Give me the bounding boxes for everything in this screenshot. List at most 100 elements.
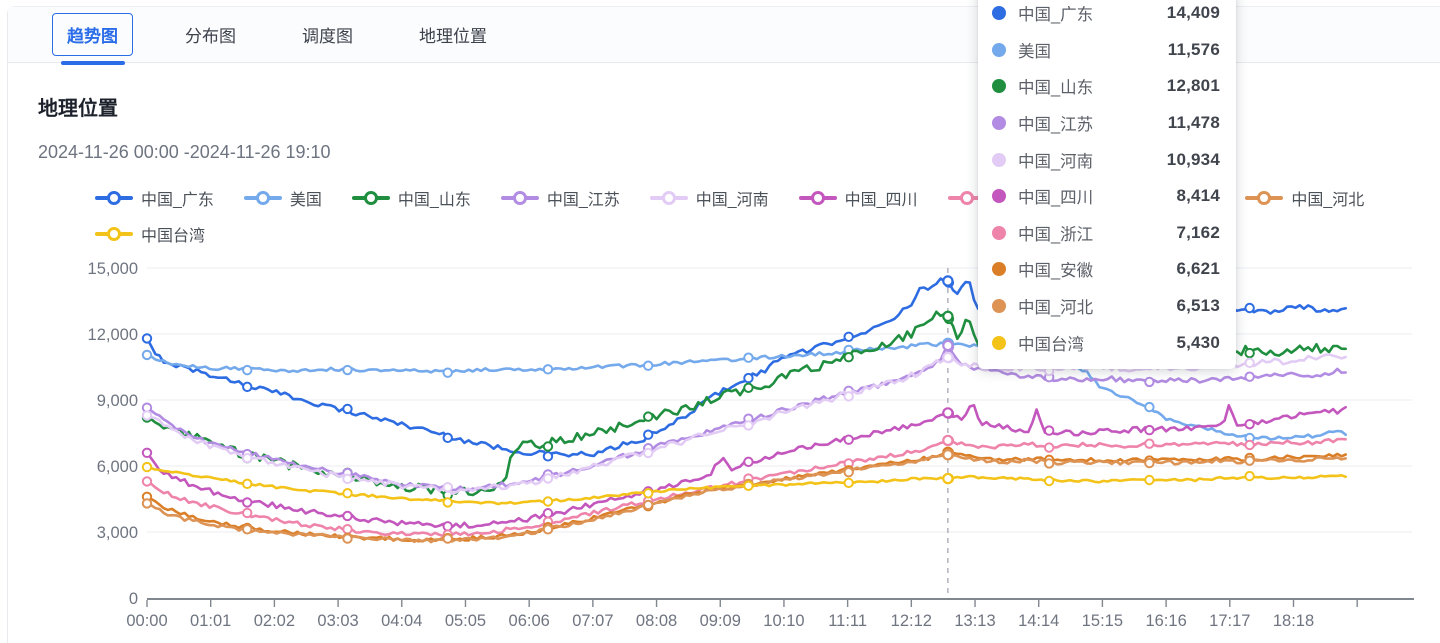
series-symbol [1144,376,1155,388]
tooltip-row-0: 中国_广东 14,409 [992,0,1220,32]
series-symbol [843,467,854,478]
x-tick-label: 09:09 [700,612,741,630]
tab-2[interactable]: 调度图 [302,27,353,46]
series-symbol [542,441,554,452]
series-symbol [442,367,453,378]
legend-marker-icon [947,190,986,205]
series-symbol [743,480,754,491]
series-symbol [1244,347,1255,359]
legend-item-1[interactable]: 美国 [243,183,322,212]
series-symbol [843,477,854,489]
legend-marker-icon [500,190,539,205]
tooltip-row-5: 中国_四川 8,414 [992,178,1220,215]
active-tab-underline [60,61,125,65]
series-dot-icon [992,335,1006,350]
x-tick-label: 06:06 [509,612,550,630]
series-symbol [1144,474,1155,486]
tab-3[interactable]: 地理位置 [419,27,487,46]
crosshair-marker-8 [942,449,954,461]
legend-marker-icon [243,190,282,205]
crosshair-marker-4 [942,351,954,364]
tooltip-row-6: 中国_浙江 7,162 [992,215,1220,252]
tooltip-series-name: 中国_四川 [1018,189,1094,208]
series-symbol [542,364,554,375]
series-symbol [843,434,854,445]
series-symbol [743,420,754,431]
y-tick-label: 12,000 [88,326,138,344]
series-symbol [141,410,153,421]
x-tick-label: 14:14 [1018,612,1059,630]
legend-marker-icon [1245,190,1284,205]
tooltip-series-name: 中国_河南 [1018,152,1094,171]
legend-marker-icon [95,226,133,241]
legend-label: 中国_河南 [695,191,769,209]
x-tick-label: 04:04 [381,612,422,630]
legend-label: 中国_山东 [397,191,471,209]
legend-item-4[interactable]: 中国_河南 [649,183,769,212]
series-symbol [1144,424,1155,436]
series-symbol [542,473,554,484]
tooltip-series-value: 6,513 [1176,296,1220,316]
y-tick-label: 3,000 [97,524,138,542]
series-symbol [643,411,654,422]
series-symbol [141,498,153,509]
series-dot-icon [992,299,1006,314]
series-dot-icon [992,225,1006,240]
series-symbol [442,432,453,444]
series-symbol [542,524,554,535]
series-symbol [442,482,453,493]
series-symbol [242,524,253,535]
series-symbol [743,382,754,393]
legend-label: 中国_广东 [141,191,214,209]
tab-1[interactable]: 分布图 [185,27,236,46]
series-symbol [141,476,153,487]
tooltip-row-3: 中国_江苏 11,478 [992,105,1220,142]
y-tick-label: 6,000 [97,458,138,476]
series-symbol [141,349,153,361]
tooltip-series-name: 中国_河北 [1018,299,1094,318]
series-symbol [242,507,253,519]
legend-item-2[interactable]: 中国_山东 [351,183,471,212]
tooltip-series-value: 10,934 [1166,149,1220,169]
series-dot-icon [992,116,1006,131]
tooltip-series-name: 美国 [1018,42,1051,61]
tooltip-series-name: 中国_江苏 [1018,116,1094,135]
x-tick-label: 12:12 [891,612,932,630]
x-tick-label: 16:16 [1145,612,1186,630]
x-tick-label: 05:05 [445,612,486,630]
series-dot-icon [992,6,1006,21]
x-tick-label: 08:08 [636,612,677,630]
tab-0[interactable]: 趋势图 [52,13,133,65]
legend-label: 中国台湾 [141,227,206,245]
series-symbol [1244,302,1255,314]
legend-item-8[interactable]: 中国_河北 [1245,183,1364,212]
tooltip-row-7: 中国_安徽 6,621 [992,251,1220,288]
legend-item-5[interactable]: 中国_四川 [798,183,918,212]
series-symbol [141,447,153,458]
tooltip-series-value: 6,621 [1176,259,1220,279]
x-tick-label: 17:17 [1209,612,1250,630]
crosshair-marker-9 [942,472,954,485]
legend-item-3[interactable]: 中国_江苏 [500,183,620,212]
series-symbol [1244,455,1255,466]
series-symbol [342,510,353,522]
series-symbol [1244,371,1255,382]
x-tick-label: 01:01 [190,612,231,630]
y-tick-label: 15,000 [88,260,138,278]
legend-item-9[interactable]: 中国台湾 [95,219,205,248]
legend-label: 美国 [289,191,322,209]
series-symbol [643,360,654,371]
x-tick-label: 11:11 [828,612,867,630]
x-tick-label: 03:03 [317,612,358,630]
series-symbol [542,451,554,462]
series-symbol [242,452,253,464]
y-tick-label: 9,000 [97,392,138,410]
series-symbol [743,456,754,468]
legend-item-0[interactable]: 中国_广东 [95,183,214,212]
page-title: 地理位置 [38,98,118,120]
x-tick-label: 00:00 [126,612,167,630]
series-symbol [141,461,153,473]
series-symbol [1043,425,1055,436]
tooltip-series-name: 中国_浙江 [1018,225,1094,244]
